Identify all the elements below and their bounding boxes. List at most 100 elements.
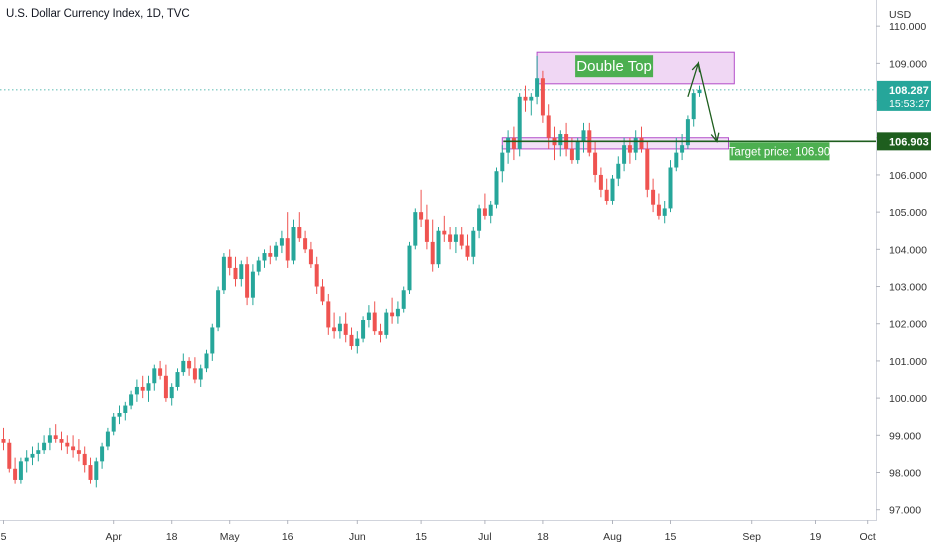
candle (593, 141, 598, 183)
candle-body (459, 234, 464, 246)
candle (535, 55, 540, 105)
candle (697, 85, 702, 97)
neckline-zone (501, 137, 729, 150)
price-tick-label: 103.000 (889, 282, 927, 294)
candle (436, 227, 441, 268)
candle (233, 256, 238, 287)
candle-body (680, 145, 685, 153)
candle (453, 227, 458, 254)
candle-body (250, 271, 255, 298)
candle-body (100, 446, 105, 462)
candle-body (13, 468, 18, 480)
candle (511, 126, 516, 161)
candle (262, 249, 267, 268)
candle-body (529, 96, 534, 101)
time-axis[interactable] (0, 520, 876, 550)
time-tick-label: 5 (1, 531, 7, 543)
time-tick-label: Aug (603, 531, 622, 543)
candle-body (471, 230, 476, 257)
candle-body (593, 152, 598, 175)
candle (564, 122, 569, 157)
candle (540, 70, 545, 123)
candle (152, 364, 157, 391)
candle (645, 141, 650, 198)
candle (216, 286, 221, 332)
candle (442, 215, 447, 242)
candle-body (314, 264, 319, 287)
target-price-label-text: Target price: 106.90 (729, 146, 831, 158)
candle-body (105, 431, 110, 447)
projection-arrowhead-target (710, 132, 720, 143)
candle (419, 189, 424, 228)
time-tick-label: Jul (478, 531, 491, 543)
candle (500, 145, 505, 183)
candle-body (401, 290, 406, 309)
candle-body (569, 148, 574, 161)
projection-arrowhead-top (691, 61, 701, 73)
candle (175, 368, 180, 391)
overlay-layer: Double Top Target price: 106.90 (503, 55, 876, 161)
double-top-label-bg (575, 55, 654, 78)
candle-body (598, 174, 603, 190)
time-tick-label: 15 (415, 531, 427, 543)
candle-body (308, 249, 313, 265)
candle (192, 357, 197, 384)
candle-body (691, 93, 696, 120)
time-tick-label: Jun (349, 531, 366, 543)
candle (134, 379, 139, 402)
candle-body (169, 386, 174, 399)
target-price-label-bg (729, 142, 830, 161)
candle-body (656, 204, 661, 216)
candle-body (651, 189, 656, 205)
candle (210, 323, 215, 361)
candle-body (604, 189, 609, 201)
candle-body (355, 338, 360, 347)
candle (349, 327, 354, 350)
price-tick-label: 109.000 (889, 58, 927, 70)
chart-title: U.S. Dollar Currency Index, 1D, TVC (6, 8, 190, 20)
candle (274, 241, 279, 261)
candles-layer (1, 55, 702, 488)
target-price-label: Target price: 106.90 (729, 142, 831, 161)
candle-body (245, 264, 250, 298)
candle (616, 156, 621, 187)
candle (279, 230, 284, 254)
double-top-label-text: Double Top (576, 58, 652, 75)
candle-body (117, 412, 122, 417)
candle (326, 293, 331, 335)
candle-body (494, 171, 499, 205)
candle-body (337, 323, 342, 332)
time-tick-label: 16 (282, 531, 294, 543)
candle-body (372, 312, 377, 332)
candle (76, 439, 81, 462)
candle (291, 219, 296, 265)
candle (285, 212, 290, 268)
time-tick-label: 18 (537, 531, 549, 543)
candle-body (227, 256, 232, 268)
candle (7, 439, 12, 473)
candle (448, 227, 453, 250)
candle-body (326, 301, 331, 328)
candle-body (82, 453, 87, 466)
candle (552, 126, 557, 161)
candle-body (42, 442, 47, 451)
candle-body (343, 323, 348, 335)
candle-body (407, 245, 412, 291)
double-top-label: Double Top (575, 55, 654, 78)
candle-body (366, 312, 371, 321)
candle-body (477, 208, 482, 231)
candle-body (297, 227, 302, 239)
candle-body (540, 78, 545, 116)
candle (320, 279, 325, 306)
candle (314, 256, 319, 294)
candle-body (140, 386, 145, 391)
candle (268, 245, 273, 265)
candle-body (262, 253, 267, 261)
candle (685, 115, 690, 149)
candle (488, 200, 493, 224)
candle (256, 256, 261, 276)
candle (158, 360, 163, 380)
